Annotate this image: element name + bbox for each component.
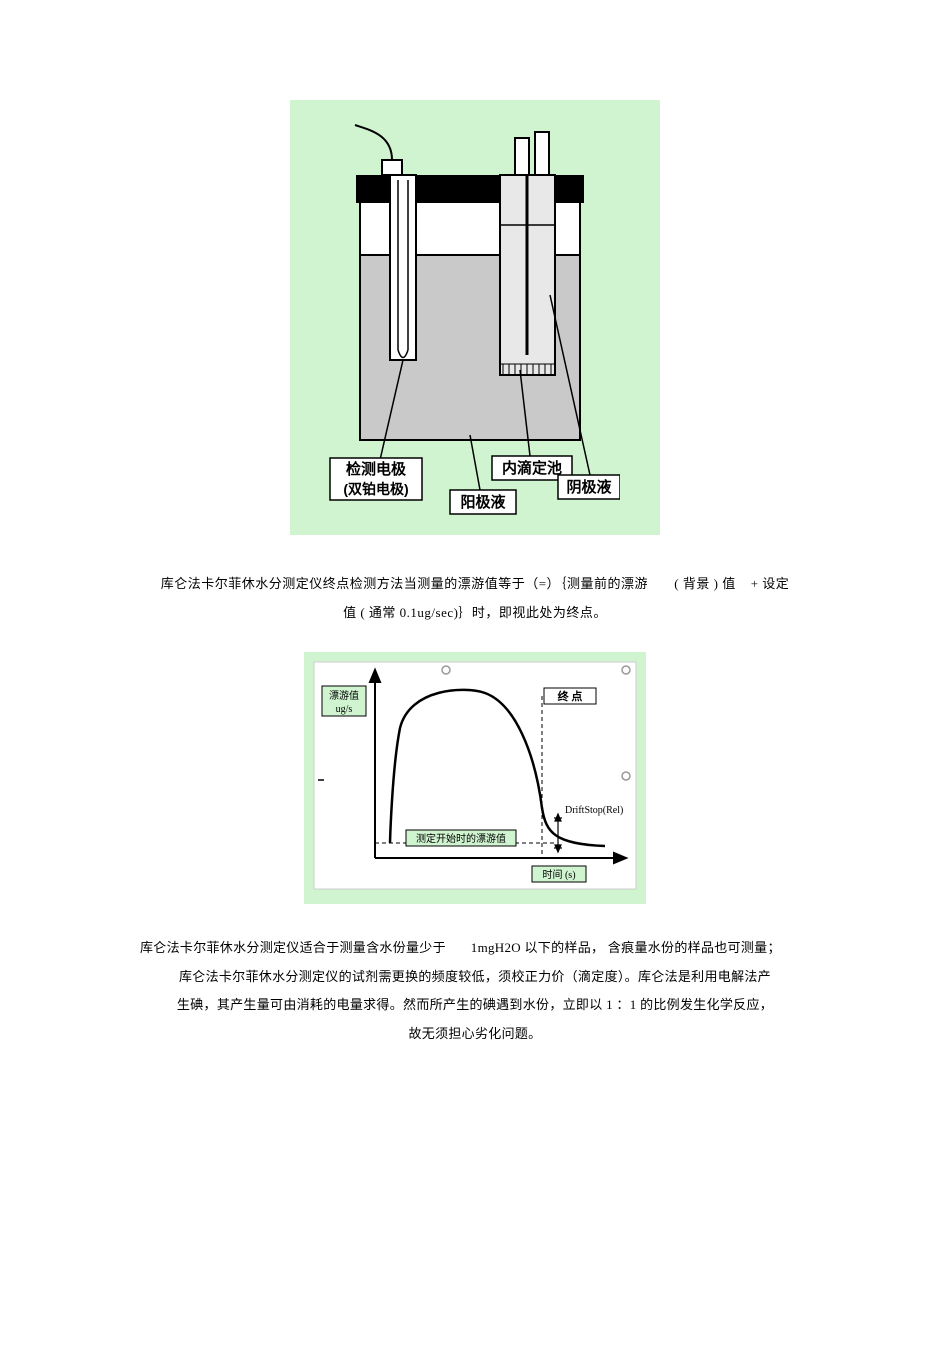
label-inner-cell: 内滴定池: [502, 459, 562, 477]
titration-cell-diagram: 检测电极 (双铂电极) 阳极液 内滴定池 阴极液: [140, 100, 810, 540]
body-l4: 故无须担心劣化问题。: [140, 1020, 810, 1049]
endpoint-label: 终 点: [558, 689, 583, 703]
curve-svg: 漂游值 ug/s 终 点 DriftStop(Rel) 测定开始时的漂游值 时间…: [310, 658, 640, 893]
label-anolyte: 阳极液: [460, 493, 506, 511]
cell-svg: 检测电极 (双铂电极) 阳极液 内滴定池 阴极液: [320, 120, 620, 520]
p1-t4: 值 ( 通常 0.1ug/sec)｝时，即视此处为终点。: [343, 605, 607, 620]
body-l3: 生碘，其产生量可由消耗的电量求得。然而所产生的碘遇到水份，立即以 1 ：1 的比…: [140, 991, 810, 1020]
endpoint-detection-paragraph: 库仑法卡尔菲休水分测定仪终点检测方法当测量的漂游值等于（=）｛测量前的漂游 ( …: [140, 570, 810, 627]
start-drift-label: 测定开始时的漂游值: [416, 832, 506, 845]
body-paragraph: 库仑法卡尔菲休水分测定仪适合于测量含水份量少于 1mgH2O 以下的样品， 含痕…: [140, 934, 810, 1048]
drift-curve-diagram: 漂游值 ug/s 终 点 DriftStop(Rel) 测定开始时的漂游值 时间…: [140, 652, 810, 904]
p1-t1: 库仑法卡尔菲休水分测定仪终点检测方法当测量的漂游值等于（=）｛测量前的漂游: [161, 576, 648, 591]
body-l1a: 库仑法卡尔菲休水分测定仪适合于测量含水份量少于: [140, 940, 446, 955]
label-detect-l1: 检测电极: [346, 460, 407, 478]
ylabel-2: ug/s: [336, 704, 353, 715]
xlabel: 时间 (s): [542, 868, 575, 881]
label-detect-l2: (双铂电极): [343, 481, 408, 497]
ylabel-1: 漂游值: [329, 689, 359, 702]
body-l1b: 1mgH2O 以下的样品， 含痕量水份的样品也可测量；: [471, 940, 781, 955]
p1-t2: ( 背景 ) 值: [674, 576, 735, 591]
label-catholyte: 阴极液: [566, 478, 612, 496]
driftstop-label: DriftStop(Rel): [565, 805, 623, 816]
p1-t3: + 设定: [751, 576, 790, 591]
body-l2: 库仑法卡尔菲休水分测定仪的试剂需更换的频度较低，须校正力价（滴定度）。库仑法是利…: [140, 963, 810, 992]
